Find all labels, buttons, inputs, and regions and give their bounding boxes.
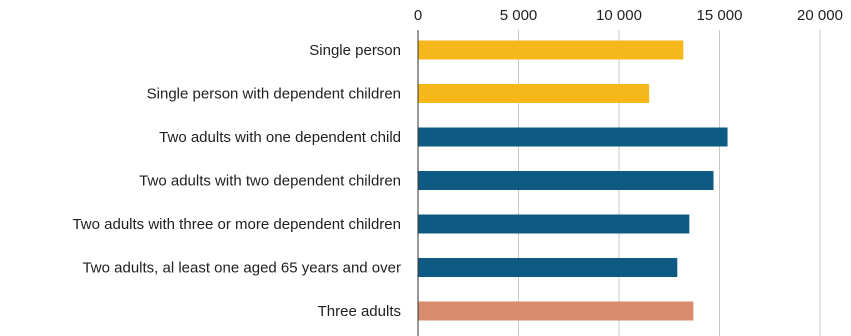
bar xyxy=(418,214,690,234)
category-labels: Single person Single person with dependen… xyxy=(72,42,401,320)
bar xyxy=(418,40,684,60)
category-label: Single person with dependent children xyxy=(147,86,401,103)
x-tick-label: 10 000 xyxy=(596,7,642,24)
bars xyxy=(418,40,728,321)
bar xyxy=(418,258,678,277)
bar xyxy=(418,127,728,147)
x-tick-label: 0 xyxy=(414,7,422,24)
x-tick-label: 15 000 xyxy=(697,7,743,24)
category-label: Two adults with three or more dependent … xyxy=(72,216,401,233)
category-label: Single person xyxy=(309,42,401,59)
bar xyxy=(418,84,650,103)
x-tick-label: 5 000 xyxy=(500,7,538,24)
x-tick-label: 20 000 xyxy=(797,7,843,24)
x-tick-labels: 0 5 000 10 000 15 000 20 000 xyxy=(414,7,843,24)
bar xyxy=(418,171,714,190)
category-label: Two adults, al least one aged 65 years a… xyxy=(82,260,401,277)
category-label: Three adults xyxy=(318,303,401,320)
category-label: Two adults with one dependent child xyxy=(159,129,401,146)
bar xyxy=(418,301,694,321)
category-label: Two adults with two dependent children xyxy=(139,173,401,190)
